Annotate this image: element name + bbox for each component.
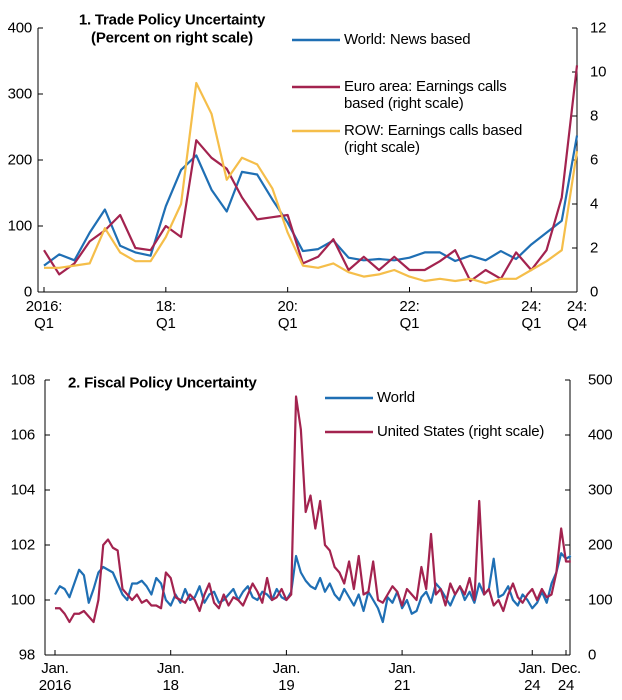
y-tick-label: 300 — [7, 85, 33, 103]
legend-label: World: News based — [344, 31, 471, 48]
y2-tick-label: 10 — [590, 63, 607, 81]
y2-tick-label: 0 — [590, 283, 599, 301]
y2-tick-label: 500 — [588, 371, 613, 389]
legend-label: World — [377, 389, 415, 406]
y2-tick-label: 6 — [590, 151, 599, 169]
x-tick-label: 20: Q1 — [277, 298, 298, 332]
series-line — [44, 81, 579, 285]
y-tick-label: 100 — [7, 217, 33, 235]
series-line — [43, 65, 579, 283]
y2-tick-label: 400 — [588, 426, 613, 444]
x-tick-label: Jan. 19 — [272, 660, 301, 694]
x-tick-label: Jan. 2016 — [38, 660, 72, 694]
y-tick-label: 98 — [18, 646, 36, 664]
y-tick-label: 100 — [10, 591, 36, 609]
y-tick-label: 400 — [7, 19, 33, 37]
x-tick-label: 22: Q1 — [399, 298, 420, 332]
y2-tick-label: 100 — [588, 591, 613, 609]
y2-tick-label: 300 — [588, 481, 613, 499]
y-tick-label: 102 — [10, 536, 36, 554]
x-tick-label: 18: Q1 — [155, 298, 176, 332]
x-tick-label: 24: Q4 — [566, 298, 588, 332]
y-tick-label: 108 — [10, 371, 36, 389]
legend-label: United States (right scale) — [377, 423, 545, 440]
y2-tick-label: 2 — [590, 239, 599, 257]
y2-tick-label: 8 — [590, 107, 599, 125]
series-line — [54, 552, 572, 624]
x-tick-label: Dec. 24 — [550, 660, 582, 694]
y2-tick-label: 200 — [588, 536, 613, 554]
y-tick-label: 0 — [23, 283, 32, 301]
legend-label: Euro area: Earnings calls based (right s… — [344, 78, 507, 112]
y2-tick-label: 0 — [588, 646, 597, 664]
series-line — [43, 135, 579, 267]
y-tick-label: 200 — [7, 151, 33, 169]
x-tick-label: Jan. 21 — [388, 660, 416, 694]
legend-label: ROW: Earnings calls based (right scale) — [344, 122, 523, 156]
y-tick-label: 106 — [10, 426, 36, 444]
chart-title: 1. Trade Policy Uncertainty — [78, 11, 266, 29]
y-tick-label: 104 — [10, 481, 36, 499]
x-tick-label: Jan. 18 — [156, 660, 185, 694]
x-tick-label: 2016: Q1 — [25, 298, 63, 332]
x-tick-label: 24: Q1 — [521, 298, 542, 332]
y2-tick-label: 12 — [590, 19, 607, 37]
chart-title: 2. Fiscal Policy Uncertainty — [68, 374, 257, 392]
series-line — [55, 395, 571, 624]
chart-subtitle: (Percent on right scale) — [91, 29, 253, 47]
y2-tick-label: 4 — [590, 195, 599, 213]
x-tick-label: Jan. 24 — [518, 660, 547, 694]
